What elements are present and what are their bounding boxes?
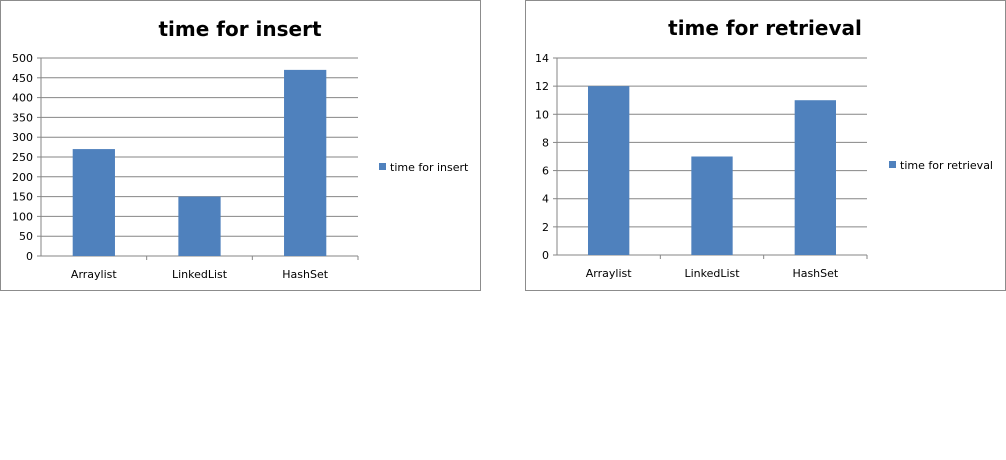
bar [794,100,836,255]
y-tick-label: 50 [19,230,33,243]
y-tick-label: 14 [535,52,549,65]
y-tick-label: 350 [12,111,33,124]
y-tick-label: 6 [542,165,549,178]
legend-swatch [889,161,896,168]
y-tick-label: 8 [542,136,549,149]
chart-title: time for retrieval [668,16,862,40]
y-tick-label: 150 [12,191,33,204]
x-tick-label: Arraylist [71,268,117,281]
y-tick-label: 2 [542,221,549,234]
legend-label: time for insert [390,161,469,174]
y-tick-label: 300 [12,131,33,144]
bar [691,156,733,255]
legend-swatch [379,163,386,170]
x-tick-label: HashSet [282,268,328,281]
legend-label: time for retrieval [900,159,993,172]
y-tick-label: 200 [12,171,33,184]
bar [178,196,221,256]
y-tick-label: 500 [12,52,33,65]
bar [284,69,327,256]
y-tick-label: 4 [542,193,549,206]
y-tick-label: 100 [12,210,33,223]
bar [72,149,115,256]
y-tick-label: 12 [535,80,549,93]
y-tick-label: 250 [12,151,33,164]
chart-title: time for insert [158,17,321,41]
insert-chart: time for insert 0 50 100 150 200 250 300 350 400 4… [0,0,481,291]
x-tick-label: LinkedList [684,267,740,280]
x-tick-label: HashSet [792,267,838,280]
retrieval-chart: time for retrieval 0 2 4 6 8 10 12 14 Arraylist Li… [525,0,1006,291]
insert-chart-svg: time for insert 0 50 100 150 200 250 300 350 400 4… [12,17,469,281]
x-tick-label: LinkedList [172,268,228,281]
y-tick-label: 0 [542,249,549,262]
y-tick-label: 400 [12,92,33,105]
retrieval-chart-svg: time for retrieval 0 2 4 6 8 10 12 14 Arraylist Li… [535,16,993,280]
bar [588,86,630,256]
x-tick-label: Arraylist [586,267,632,280]
y-tick-label: 450 [12,72,33,85]
y-tick-label: 0 [26,250,33,263]
y-tick-label: 10 [535,108,549,121]
